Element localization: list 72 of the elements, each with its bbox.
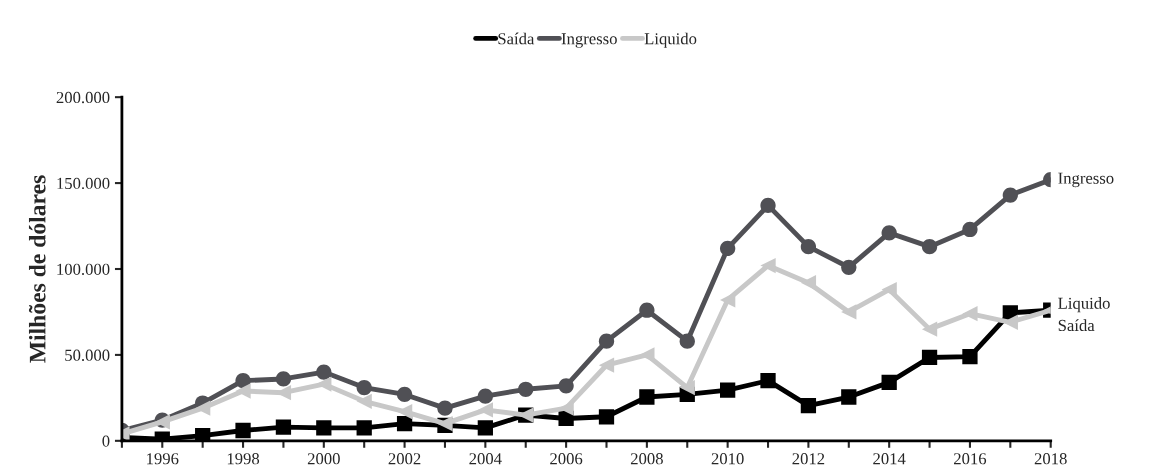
point [881,374,897,391]
legend-label: Ingresso [561,33,617,48]
point [195,400,211,416]
point [518,381,534,397]
y-tick-label: 50.000 [65,349,110,361]
point [477,402,493,418]
point [275,419,292,435]
point [679,379,695,396]
x-tick-label: 2000 [307,453,340,465]
point [760,197,776,214]
point [396,386,413,403]
x-tick-label: 1996 [147,453,179,465]
point [720,240,736,257]
point [235,373,251,389]
x-tick-label: 2012 [792,453,825,465]
point [921,321,938,337]
point [921,239,938,255]
point [679,333,695,349]
point [558,378,574,394]
point [639,389,655,405]
point [316,420,332,436]
point [1002,187,1018,203]
point [396,403,413,420]
text: Saída [1058,319,1095,332]
point [316,364,332,380]
point [841,259,857,275]
y-tick-label: 200.000 [56,91,110,104]
point [437,400,453,416]
point [720,382,736,398]
y-axis-title: Milhões de dólares [28,175,46,363]
point [841,389,857,405]
x-tick-label: 2008 [630,453,663,465]
x-tick-label: 2018 [1034,453,1067,465]
point [962,306,978,322]
y-tick-label: 150.000 [57,177,110,190]
y-tick-label: 0 [102,435,110,447]
x-tick-label: 2010 [711,453,744,465]
point [598,409,615,425]
point [639,302,655,318]
point [477,420,493,436]
legend-label: Saída [498,32,535,45]
x-tick-label: 1998 [227,453,260,465]
legend-label: Liquido [644,32,697,48]
text: Liquido [1058,297,1110,313]
point [235,383,251,399]
x-tick-label: 2004 [469,453,502,465]
x-tick-label: 2016 [954,453,987,465]
x-tick-label: 2006 [550,453,583,465]
point [921,349,938,366]
point [598,357,615,373]
point [598,333,615,349]
x-tick-label: 2014 [873,453,906,465]
point [760,257,776,274]
point [962,348,978,365]
point [760,373,776,389]
point [800,275,817,291]
point [881,225,897,241]
y-tick-label: 100.000 [57,263,110,276]
point [235,422,251,439]
point [356,379,372,396]
x-tick-label: 2002 [388,453,421,465]
point [396,416,413,432]
point [477,388,493,404]
point [316,376,332,392]
point [800,239,817,255]
point [962,221,978,238]
point [800,397,817,414]
point [275,371,292,387]
text: Ingresso [1058,172,1114,188]
point [356,393,372,409]
point [841,304,857,320]
point [356,420,372,436]
